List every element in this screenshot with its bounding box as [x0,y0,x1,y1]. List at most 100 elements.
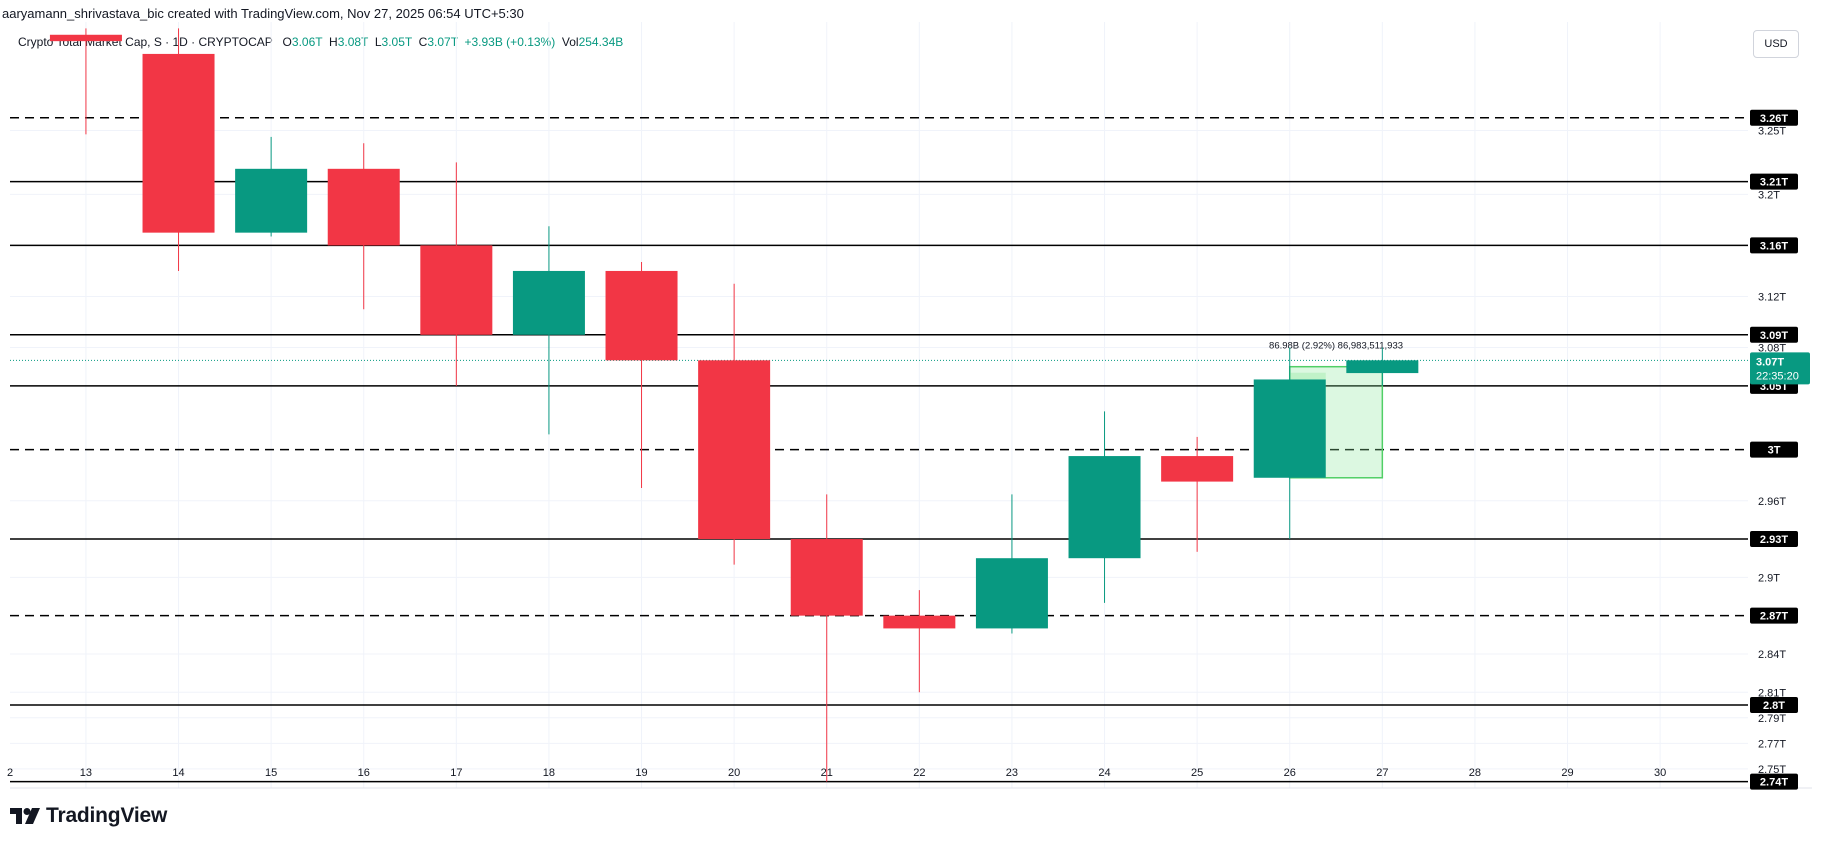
currency-button[interactable]: USD [1753,30,1799,58]
time-axis-label: 17 [450,767,462,779]
level-badge-bg [1750,607,1798,624]
time-axis-label: 25 [1191,767,1203,779]
level-badge-label: 2.8T [1763,700,1785,712]
candle-13 [49,28,122,135]
candle-body [327,168,400,246]
time-axis-label: 26 [1284,767,1296,779]
time-axis-label: 19 [635,767,647,779]
volume-key: Vol [561,35,579,49]
volume-value: 254.34B [578,35,624,49]
low-key: L [374,35,382,49]
level-badge-label: 3.21T [1760,177,1788,189]
time-axis-label: 13 [80,767,92,779]
candle-body [49,34,122,42]
price-axis-label: 2.96T [1758,496,1786,508]
high-value: 3.08T [337,35,369,49]
candle-24 [1068,411,1141,603]
candle-body [1346,360,1419,374]
brand-name: TradingView [46,804,168,827]
time-axis-label: 20 [728,767,740,779]
level-badge-label: 2.87T [1760,611,1788,623]
time-axis-label: 27 [1376,767,1388,779]
change-value: +3.93B (+0.13%) [464,35,556,49]
level-badge: 2.74T [1750,773,1798,790]
price-axis-label: 3.12T [1758,291,1786,303]
level-badge-bg [1750,173,1798,190]
current-price-badge-bg [1750,352,1810,385]
open-value: 3.06T [291,35,323,49]
candle-20 [698,283,771,565]
time-axis-label: 21 [821,767,833,779]
time-axis-label: 22 [913,767,925,779]
level-badge: 3T [1750,441,1798,458]
level-badge-label: 3.09T [1760,330,1788,342]
level-badge-label: 3T [1768,445,1781,457]
level-badge-label: 3.16T [1760,240,1788,252]
level-badge: 2.87T [1750,607,1798,624]
open-key: O [282,35,292,49]
level-badge-bg [1750,697,1798,714]
candle-body [235,168,308,233]
tradingview-logo-icon [10,808,40,824]
candle-15 [235,136,308,237]
candle-body [605,270,678,361]
candle-25 [1161,436,1234,552]
price-axis-label: 3.2T [1758,189,1780,201]
time-axis: 2 13 14 15 16 17 18 19 20 21 22 23 24 25 26 27 28 29 30 [7,767,1666,779]
level-badge-bg [1750,531,1798,548]
level-badge: 3.26T [1750,109,1798,126]
close-key: C [418,35,428,49]
level-badge: 2.8T [1750,697,1798,714]
high-key: H [329,35,338,49]
level-badge-bg [1750,773,1798,790]
price-axis-label: 2.77T [1758,738,1786,750]
level-badge: 3.21T [1750,173,1798,190]
candle-body [883,615,956,629]
time-axis-label: 30 [1654,767,1666,779]
tradingview-logo[interactable]: TradingView [10,804,167,828]
attribution-text: aaryamann_shrivastava_bic created with T… [2,6,524,21]
current-price-badge: 3.07T 22:35:20 [1750,352,1810,385]
candle-body [790,539,863,616]
candle-body [1068,456,1141,559]
price-axis-label: 3.25T [1758,126,1786,138]
candle-18 [512,226,585,435]
time-axis-label: 29 [1561,767,1573,779]
candle-body [1161,456,1234,482]
level-badge-bg [1750,237,1798,254]
candle-27 [1346,347,1419,386]
price-axis-label: 2.79T [1758,713,1786,725]
time-axis-label: 23 [1006,767,1018,779]
candle-17 [420,162,493,386]
measure-label: 86.98B (2.92%) 86,983,511,933 [1269,341,1403,352]
candle-body [512,270,585,335]
level-badge-bg [1750,109,1798,126]
price-axis: 3.25T3.2T3.12T3.08T2.96T2.9T2.84T2.81T2.… [1750,109,1810,790]
price-axis-label: 3.08T [1758,343,1786,355]
price-axis-label: 2.84T [1758,649,1786,661]
candle-16 [327,143,400,310]
level-badge-bg [1750,441,1798,458]
price-chart[interactable]: 86.98B (2.92%) 86,983,511,933 2 13 14 15 16 1… [0,0,1825,800]
level-badge: 3.09T [1750,326,1798,343]
candle-body [975,558,1048,629]
price-axis-label: 2.75T [1758,764,1786,776]
current-price-label: 3.07T [1756,356,1784,368]
candle-21 [790,494,863,782]
price-axis-label: 2.9T [1758,572,1780,584]
level-badge: 2.93T [1750,531,1798,548]
low-value: 3.05T [381,35,412,49]
time-axis-label: 16 [358,767,370,779]
time-axis-label: 18 [543,767,555,779]
candle-19 [605,262,678,488]
time-axis-label: 14 [172,767,184,779]
level-badge-label: 2.74T [1760,777,1788,789]
candles [49,28,1419,782]
candle-14 [142,28,215,271]
level-badge-bg [1750,326,1798,343]
level-badge-label: 3.26T [1760,113,1788,125]
countdown-label: 22:35:20 [1756,370,1799,382]
time-axis-label: 24 [1098,767,1110,779]
candle-body [420,245,493,335]
candle-body [1253,379,1326,478]
